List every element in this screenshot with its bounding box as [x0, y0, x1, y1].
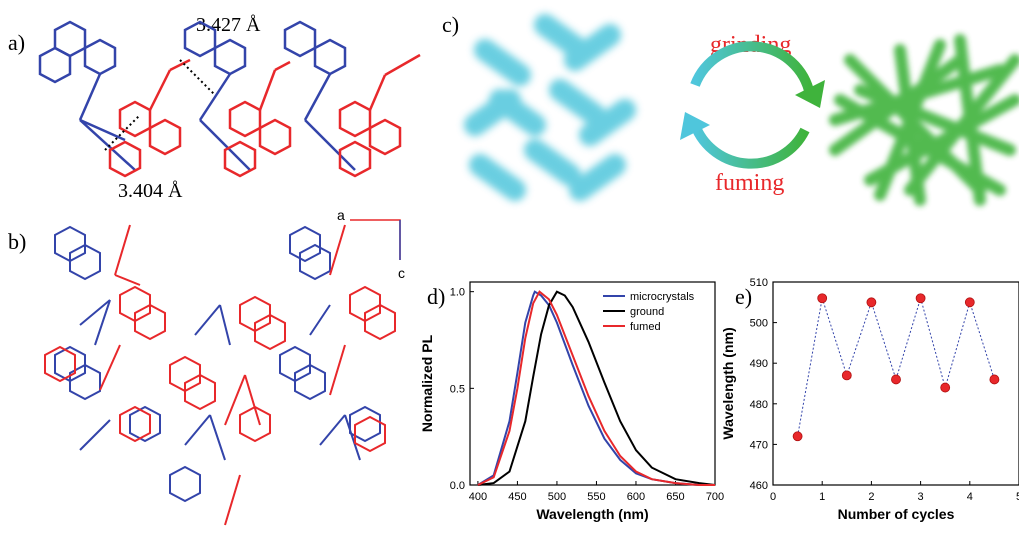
x-tick-label: 650: [666, 491, 684, 503]
cycle-arrows: [680, 41, 825, 169]
fuming-label: fuming: [715, 170, 785, 196]
x-tick-label: 4: [967, 491, 973, 503]
y-tick-label: 470: [750, 439, 768, 451]
axis-label-a: a: [337, 207, 345, 223]
y-tick-label: 480: [750, 399, 768, 411]
y-axis-label: Normalized PL: [419, 334, 435, 432]
series-line-fumed: [477, 290, 715, 486]
panel-d: d) 400 450 500 550 600 650 700 0.0 0.5 1.0 Wavelen…: [415, 270, 725, 536]
x-tick-label: 450: [508, 491, 526, 503]
x-tick-label: 1: [819, 491, 825, 503]
mechanochromic-cycle-illustration: [464, 14, 1019, 206]
x-tick-label: 3: [918, 491, 924, 503]
y-tick-label: 490: [750, 358, 768, 370]
panel-b: b) a c: [0, 207, 440, 536]
panel-a: a) 3.427 Å 3.404 Å: [0, 0, 440, 210]
axis-label-c: c: [398, 265, 405, 281]
y-axis-label: Wavelength (nm): [720, 327, 736, 439]
plot-frame: [772, 281, 1019, 486]
data-point: [964, 297, 975, 308]
x-tick-label: 600: [627, 491, 645, 503]
data-point: [915, 293, 926, 304]
x-tick-label: 500: [548, 491, 566, 503]
y-tick-label: 0.0: [450, 480, 465, 492]
data-point: [841, 370, 852, 381]
x-tick-label: 700: [706, 491, 724, 503]
x-tick-label: 400: [469, 491, 487, 503]
x-axis-label: Wavelength (nm): [536, 506, 648, 522]
x-axis-label: Number of cycles: [838, 506, 955, 522]
plot-frame: [469, 281, 716, 486]
green-needles: [829, 34, 1019, 206]
panel-a-label: a): [8, 30, 26, 55]
data-point: [989, 374, 1000, 385]
panel-c-label: c): [442, 12, 460, 37]
axis-indicator: [44, 219, 401, 526]
distance-label-top: 3.427 Å: [196, 14, 261, 36]
cyan-crystals: [464, 14, 636, 201]
legend-label-microcrystals: microcrystals: [630, 291, 695, 303]
chart-d-pl-spectra: 400 450 500 550 600 650 700 0.0 0.5 1.0 Wavelength…: [419, 281, 724, 522]
panel-d-label: d): [427, 284, 446, 309]
series-line-ground: [477, 290, 716, 486]
legend-label-fumed: fumed: [630, 321, 661, 333]
x-tick-label: 5: [1016, 491, 1019, 503]
panel-b-label: b): [8, 229, 27, 254]
x-tick-label: 550: [587, 491, 605, 503]
data-point: [891, 374, 901, 385]
legend-label-ground: ground: [630, 306, 664, 318]
data-point: [866, 297, 877, 308]
panel-e-label: e): [735, 284, 753, 309]
y-tick-label: 500: [750, 318, 768, 330]
y-tick-label: 510: [750, 277, 768, 289]
crystal-packing-image: [38, 20, 421, 178]
x-tick-label: 0: [770, 491, 776, 503]
y-tick-label: 460: [750, 480, 768, 492]
distance-label-bottom: 3.404 Å: [118, 180, 183, 202]
y-tick-label: 0.5: [450, 383, 465, 395]
y-tick-label: 1.0: [450, 287, 465, 299]
x-tick-label: 2: [868, 491, 874, 503]
data-point: [792, 431, 803, 442]
chart-e-cycles: 0 1 2 3 4 5 460 470 480 490 500 510 Number of cycles…: [720, 277, 1019, 522]
data-point: [940, 382, 951, 393]
data-point: [817, 293, 828, 304]
panel-c: c) grinding fuming: [440, 0, 1019, 215]
panel-e: e) 0 1 2 3 4 5 460 470 480 490 500 510 Number of cyc…: [715, 270, 1019, 536]
series-connector-line: [797, 296, 995, 437]
